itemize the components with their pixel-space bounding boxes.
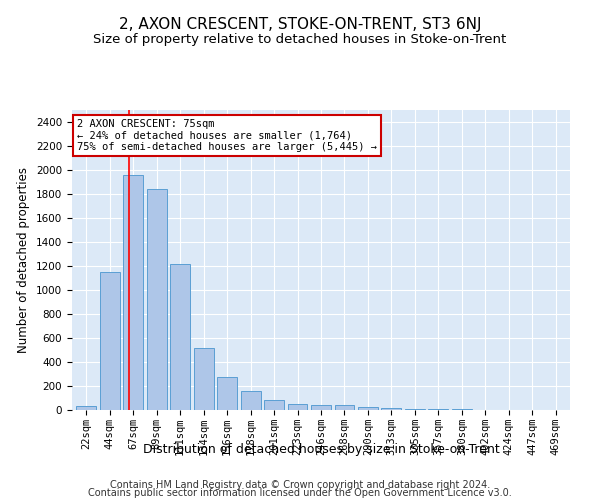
Bar — [217, 377, 237, 410]
Bar — [287, 404, 307, 410]
Bar — [311, 405, 331, 410]
Bar — [264, 400, 284, 410]
Bar — [146, 189, 167, 410]
Text: Size of property relative to detached houses in Stoke-on-Trent: Size of property relative to detached ho… — [94, 32, 506, 46]
Bar — [382, 408, 401, 410]
Bar — [358, 407, 378, 410]
Bar — [405, 408, 425, 410]
Bar — [241, 392, 260, 410]
Bar — [335, 406, 355, 410]
Bar — [194, 348, 214, 410]
Text: Distribution of detached houses by size in Stoke-on-Trent: Distribution of detached houses by size … — [143, 442, 499, 456]
Bar — [123, 176, 143, 410]
Y-axis label: Number of detached properties: Number of detached properties — [17, 167, 31, 353]
Text: 2 AXON CRESCENT: 75sqm
← 24% of detached houses are smaller (1,764)
75% of semi-: 2 AXON CRESCENT: 75sqm ← 24% of detached… — [77, 119, 377, 152]
Text: Contains public sector information licensed under the Open Government Licence v3: Contains public sector information licen… — [88, 488, 512, 498]
Text: Contains HM Land Registry data © Crown copyright and database right 2024.: Contains HM Land Registry data © Crown c… — [110, 480, 490, 490]
Bar — [170, 264, 190, 410]
Bar — [100, 272, 119, 410]
Bar — [428, 409, 448, 410]
Text: 2, AXON CRESCENT, STOKE-ON-TRENT, ST3 6NJ: 2, AXON CRESCENT, STOKE-ON-TRENT, ST3 6N… — [119, 18, 481, 32]
Bar — [76, 406, 96, 410]
